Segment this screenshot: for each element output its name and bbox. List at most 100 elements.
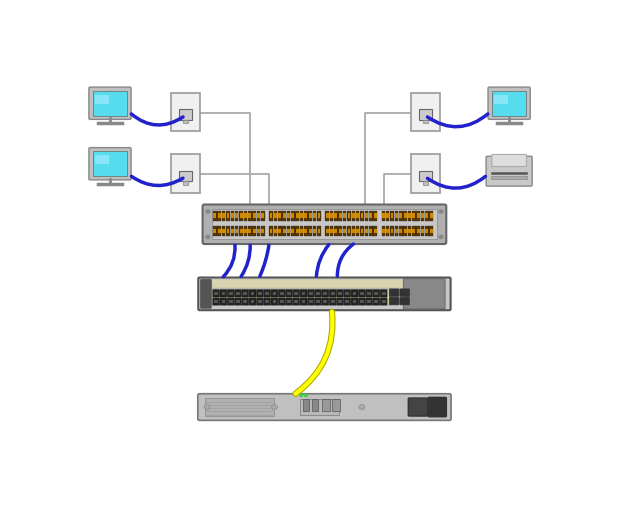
Bar xyxy=(425,213,428,218)
Bar xyxy=(257,213,260,218)
FancyBboxPatch shape xyxy=(486,156,532,186)
Bar xyxy=(356,226,360,236)
FancyBboxPatch shape xyxy=(202,204,446,244)
FancyBboxPatch shape xyxy=(308,290,314,297)
FancyBboxPatch shape xyxy=(213,290,220,297)
Bar xyxy=(226,211,230,221)
Bar xyxy=(244,228,247,233)
Bar xyxy=(287,300,291,303)
FancyBboxPatch shape xyxy=(89,148,131,180)
Bar xyxy=(423,120,428,123)
Bar xyxy=(244,226,247,236)
Bar xyxy=(330,226,333,236)
FancyBboxPatch shape xyxy=(314,298,321,305)
Bar xyxy=(244,213,247,218)
Bar xyxy=(213,211,217,221)
FancyBboxPatch shape xyxy=(220,290,227,297)
Bar xyxy=(296,228,298,233)
Bar xyxy=(93,91,128,116)
Bar xyxy=(404,228,407,233)
Bar xyxy=(374,228,376,233)
Bar xyxy=(425,211,429,221)
Circle shape xyxy=(439,235,443,238)
Bar xyxy=(280,300,284,303)
Bar xyxy=(235,211,238,221)
Bar xyxy=(390,226,394,236)
FancyBboxPatch shape xyxy=(366,290,373,297)
FancyBboxPatch shape xyxy=(400,289,409,297)
Bar xyxy=(274,211,277,221)
Bar xyxy=(357,228,359,233)
Bar xyxy=(356,211,360,221)
FancyBboxPatch shape xyxy=(409,398,428,416)
Bar xyxy=(287,213,290,218)
Bar xyxy=(411,93,439,132)
Bar xyxy=(326,211,329,221)
Bar xyxy=(236,300,240,303)
Bar xyxy=(382,291,386,295)
FancyBboxPatch shape xyxy=(322,290,329,297)
Bar xyxy=(343,213,346,218)
Bar xyxy=(183,120,188,123)
Bar xyxy=(494,95,508,104)
FancyBboxPatch shape xyxy=(242,298,249,305)
Bar xyxy=(230,211,234,221)
Bar xyxy=(292,213,294,218)
Bar xyxy=(251,300,254,303)
Bar xyxy=(386,226,389,236)
FancyBboxPatch shape xyxy=(249,298,256,305)
Circle shape xyxy=(439,210,443,213)
Bar xyxy=(217,211,221,221)
Bar xyxy=(269,211,273,221)
Bar xyxy=(253,211,256,221)
FancyBboxPatch shape xyxy=(366,298,373,305)
Bar xyxy=(179,171,192,181)
FancyBboxPatch shape xyxy=(220,298,227,305)
FancyBboxPatch shape xyxy=(351,298,358,305)
Circle shape xyxy=(359,405,365,409)
Bar xyxy=(296,213,298,218)
Bar xyxy=(412,226,415,236)
Bar xyxy=(258,291,262,295)
Bar xyxy=(261,228,264,233)
Bar xyxy=(212,210,437,239)
FancyBboxPatch shape xyxy=(389,289,399,297)
FancyBboxPatch shape xyxy=(293,298,300,305)
Bar xyxy=(257,211,260,221)
Bar xyxy=(381,211,385,221)
Bar xyxy=(295,226,299,236)
Circle shape xyxy=(305,394,308,397)
Bar xyxy=(226,226,230,236)
Bar xyxy=(343,228,346,233)
Bar xyxy=(278,226,282,236)
Bar xyxy=(318,228,321,233)
Bar xyxy=(214,291,218,295)
Bar xyxy=(218,213,221,218)
Bar xyxy=(305,213,308,218)
Bar xyxy=(240,228,243,233)
FancyBboxPatch shape xyxy=(373,298,380,305)
FancyBboxPatch shape xyxy=(227,298,234,305)
Bar xyxy=(360,226,364,236)
FancyBboxPatch shape xyxy=(198,278,451,310)
Bar xyxy=(243,300,247,303)
Bar xyxy=(334,226,338,236)
Bar xyxy=(347,228,350,233)
Bar xyxy=(282,226,286,236)
Bar xyxy=(421,228,424,233)
FancyBboxPatch shape xyxy=(344,290,351,297)
FancyBboxPatch shape xyxy=(271,290,278,297)
Bar xyxy=(382,213,385,218)
Bar xyxy=(287,226,290,236)
FancyBboxPatch shape xyxy=(428,397,446,417)
Bar xyxy=(261,213,264,218)
Bar xyxy=(270,228,272,233)
FancyBboxPatch shape xyxy=(358,290,365,297)
Bar xyxy=(248,228,251,233)
Bar xyxy=(316,300,320,303)
Bar xyxy=(229,291,233,295)
Circle shape xyxy=(300,394,303,397)
Bar xyxy=(353,300,357,303)
Bar xyxy=(419,109,431,120)
Bar xyxy=(309,300,313,303)
